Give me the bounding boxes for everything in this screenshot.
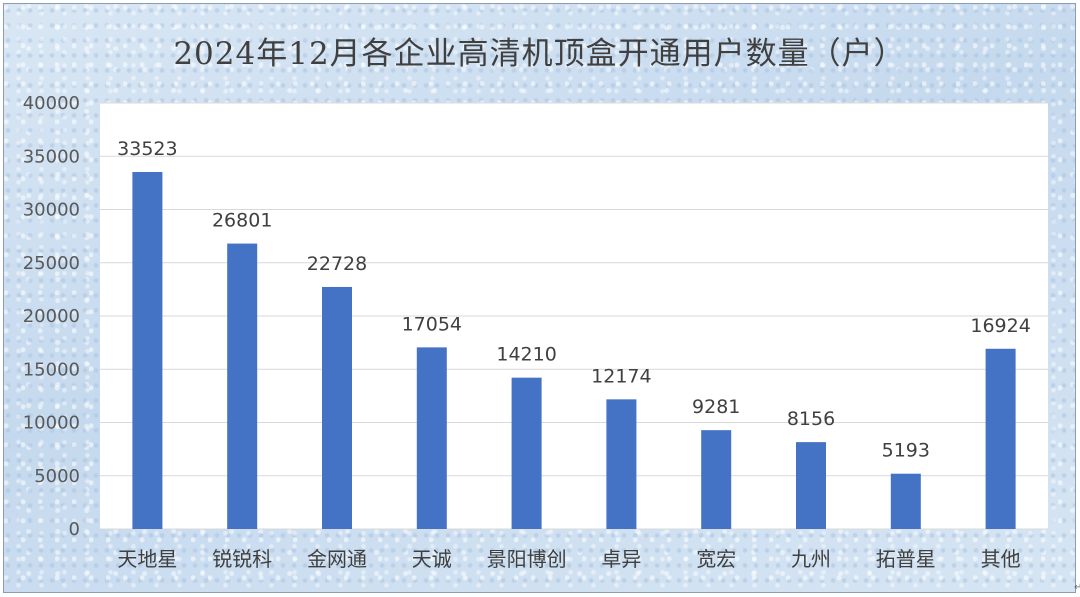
y-tick-label: 35000 xyxy=(23,146,80,167)
x-category-label: 天地星 xyxy=(117,547,177,571)
x-category-label: 景阳博创 xyxy=(487,547,567,571)
y-tick-label: 15000 xyxy=(23,359,80,380)
bars xyxy=(132,171,1016,530)
bar xyxy=(416,347,447,529)
y-tick-label: 20000 xyxy=(23,306,80,327)
bar xyxy=(606,399,637,529)
y-tick-label: 5000 xyxy=(34,466,80,487)
y-tick-label: 0 xyxy=(69,519,80,540)
bar xyxy=(511,377,542,529)
y-tick-label: 25000 xyxy=(23,253,80,274)
y-axis-ticks: 0 5000 10000 15000 20000 25000 30000 35000 40000 xyxy=(23,93,80,540)
data-label: 26801 xyxy=(212,210,272,232)
gridlines xyxy=(100,102,1048,530)
x-category-label: 其他 xyxy=(981,547,1021,571)
data-label: 14210 xyxy=(496,344,556,366)
bar xyxy=(890,473,921,529)
data-label: 17054 xyxy=(402,313,462,335)
data-label: 5193 xyxy=(882,440,930,462)
x-category-label: 九州 xyxy=(791,547,831,571)
x-category-label: 宽宏 xyxy=(696,547,736,571)
x-category-label: 锐锐科 xyxy=(212,547,272,571)
y-tick-label: 40000 xyxy=(23,93,80,114)
y-tick-label: 10000 xyxy=(23,413,80,434)
bar xyxy=(132,171,163,530)
y-tick-label: 30000 xyxy=(23,200,80,221)
data-label: 8156 xyxy=(787,408,835,430)
bar xyxy=(701,430,732,529)
x-category-label: 卓异 xyxy=(601,547,641,571)
corner-mark: ↵ xyxy=(1074,582,1080,593)
data-label: 22728 xyxy=(307,253,367,275)
data-label: 12174 xyxy=(591,365,651,387)
x-axis-categories: 天地星 锐锐科 金网通 天诚 景阳博创 卓异 宽宏 九州 拓普星 其他 xyxy=(117,547,1020,571)
x-category-label: 拓普星 xyxy=(876,547,936,571)
x-category-label: 天诚 xyxy=(412,547,452,571)
data-label: 33523 xyxy=(117,138,177,160)
data-label: 9281 xyxy=(692,396,740,418)
bar xyxy=(322,286,352,529)
data-labels: 33523 26801 22728 17054 14210 12174 9281 8156 51… xyxy=(117,138,1031,462)
bar xyxy=(227,243,258,530)
bar xyxy=(796,442,826,529)
x-category-label: 金网通 xyxy=(307,547,367,571)
chart-title: 2024年12月各企业高清机顶盒开通用户数量（户） xyxy=(173,36,906,72)
data-label: 16924 xyxy=(970,315,1030,337)
bar xyxy=(985,348,1016,529)
